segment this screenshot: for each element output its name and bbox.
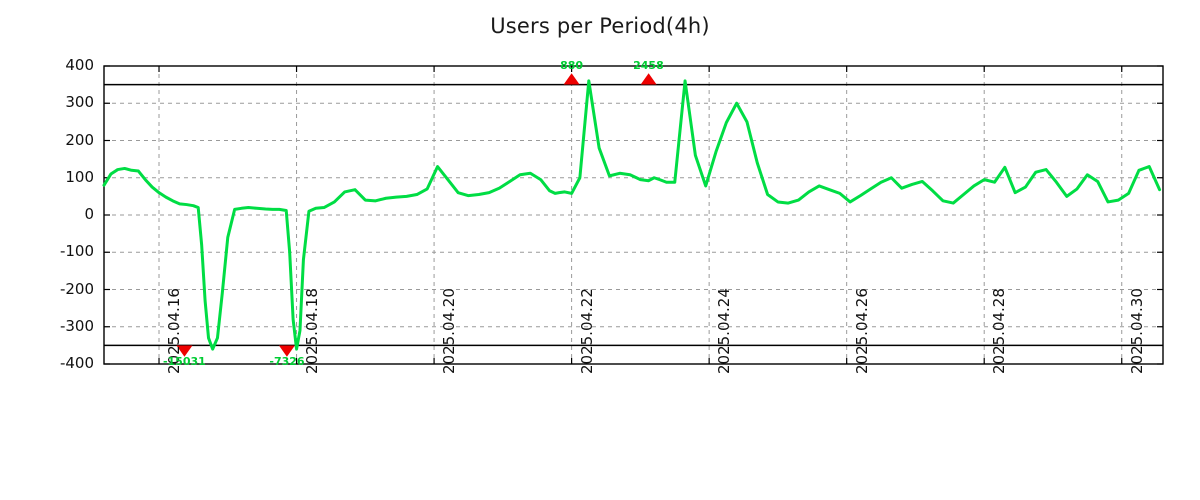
trough-marker-icon: [176, 345, 193, 357]
y-tick-label: 400: [65, 56, 94, 74]
y-tick-label: -200: [59, 279, 94, 298]
axis-tickmarks: [104, 65, 1163, 365]
trough-marker-icon: [278, 345, 295, 357]
peak-value-label: 2458: [633, 58, 664, 72]
peak-marker-icon: [563, 73, 580, 85]
page-title: Users per Period(4h): [490, 14, 710, 38]
y-tick-label: 200: [65, 130, 94, 149]
x-tick-label: 2025.04.20: [440, 288, 459, 374]
x-tick-label: 2025.04.22: [577, 288, 596, 374]
trough-value-label: -15031: [162, 355, 206, 369]
trough-value-label: -7326: [269, 355, 305, 369]
x-tick-label: 2025.04.26: [852, 288, 871, 374]
y-tick-label: -400: [59, 354, 94, 372]
x-tick-label: 2025.04.18: [302, 288, 321, 374]
peak-value-label: 880: [560, 58, 584, 72]
y-tick-label: 0: [84, 205, 94, 223]
y-tick-label: -300: [59, 316, 94, 335]
data-series-line: [102, 79, 1162, 351]
y-tick-label: -100: [59, 242, 94, 261]
threshold-lines: [104, 83, 1163, 347]
x-tick-label: 2025.04.24: [715, 288, 734, 374]
peak-marker-icon: [640, 73, 657, 85]
series-line: [102, 79, 1162, 351]
x-tick-label: 2025.04.30: [1127, 288, 1146, 374]
y-tick-label: 100: [65, 167, 94, 186]
annotation-markers: [176, 73, 657, 357]
x-tick-label: 2025.04.28: [990, 288, 1009, 374]
y-tick-label: 300: [65, 93, 94, 112]
